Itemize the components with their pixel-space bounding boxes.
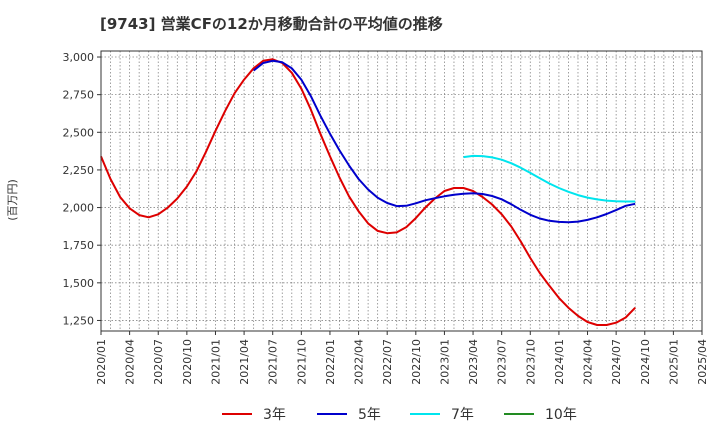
y-tick-label: 2,000 [63, 202, 95, 215]
legend: 3年 5年 7年 10年 [222, 407, 577, 423]
legend-label: 3年 [263, 407, 286, 423]
legend-label: 7年 [451, 407, 474, 423]
x-tick-label: 2023/07 [496, 339, 509, 385]
x-tick-label: 2025/04 [696, 339, 709, 385]
x-axis-ticks: 2020/01 2020/04 2020/07 2020/10 2021/01 2021/… [95, 331, 709, 385]
x-tick-label: 2023/04 [467, 339, 480, 385]
x-tick-label: 2024/01 [553, 339, 566, 385]
gridlines [101, 51, 702, 331]
x-tick-label: 2020/04 [124, 339, 137, 385]
y-tick-label: 1,500 [63, 277, 95, 290]
x-tick-label: 2022/07 [381, 339, 394, 385]
x-tick-label: 2021/10 [295, 339, 308, 385]
x-tick-label: 2020/01 [95, 339, 108, 385]
y-tick-label: 2,750 [63, 89, 95, 102]
x-tick-label: 2024/10 [639, 339, 652, 385]
legend-item-2: 5年 [317, 407, 381, 423]
legend-item-3: 7年 [410, 407, 474, 423]
x-tick-label: 2024/07 [610, 339, 623, 385]
x-tick-label: 2023/10 [524, 339, 537, 385]
x-tick-label: 2021/01 [209, 339, 222, 385]
plot-border [100, 50, 703, 332]
x-tick-label: 2020/10 [181, 339, 194, 385]
chart-title: [9743] 営業CFの12か月移動合計の平均値の推移 [100, 15, 443, 33]
x-tick-label: 2021/04 [238, 339, 251, 385]
y-tick-label: 2,500 [63, 126, 95, 139]
plot-frame [100, 50, 703, 332]
x-tick-label: 2023/01 [438, 339, 451, 385]
x-tick-label: 2022/01 [324, 339, 337, 385]
series-line-1 [100, 58, 636, 326]
y-axis-ticks: 1,250 1,500 1,750 2,000 2,250 2,500 2,750 3,000 [63, 51, 101, 327]
series-line-2 [252, 59, 636, 224]
plot-area [101, 51, 702, 331]
y-tick-label: 1,750 [63, 239, 95, 252]
x-tick-label: 2021/07 [267, 339, 280, 385]
y-tick-label: 1,250 [63, 314, 95, 327]
plot-background [101, 51, 702, 331]
legend-item-4: 10年 [504, 407, 577, 423]
series-lines [100, 58, 636, 326]
x-tick-label: 2022/04 [353, 339, 366, 385]
x-tick-label: 2025/01 [667, 339, 680, 385]
legend-label: 5年 [358, 407, 381, 423]
legend-item-1: 3年 [222, 407, 286, 423]
x-tick-label: 2024/04 [582, 339, 595, 385]
x-tick-label: 2022/10 [410, 339, 423, 385]
y-axis-label: (百万円) [6, 179, 19, 221]
y-tick-label: 2,250 [63, 164, 95, 177]
legend-label: 10年 [545, 407, 577, 423]
x-tick-label: 2020/07 [152, 339, 165, 385]
y-tick-label: 3,000 [63, 51, 95, 64]
series-line-3 [463, 154, 636, 203]
